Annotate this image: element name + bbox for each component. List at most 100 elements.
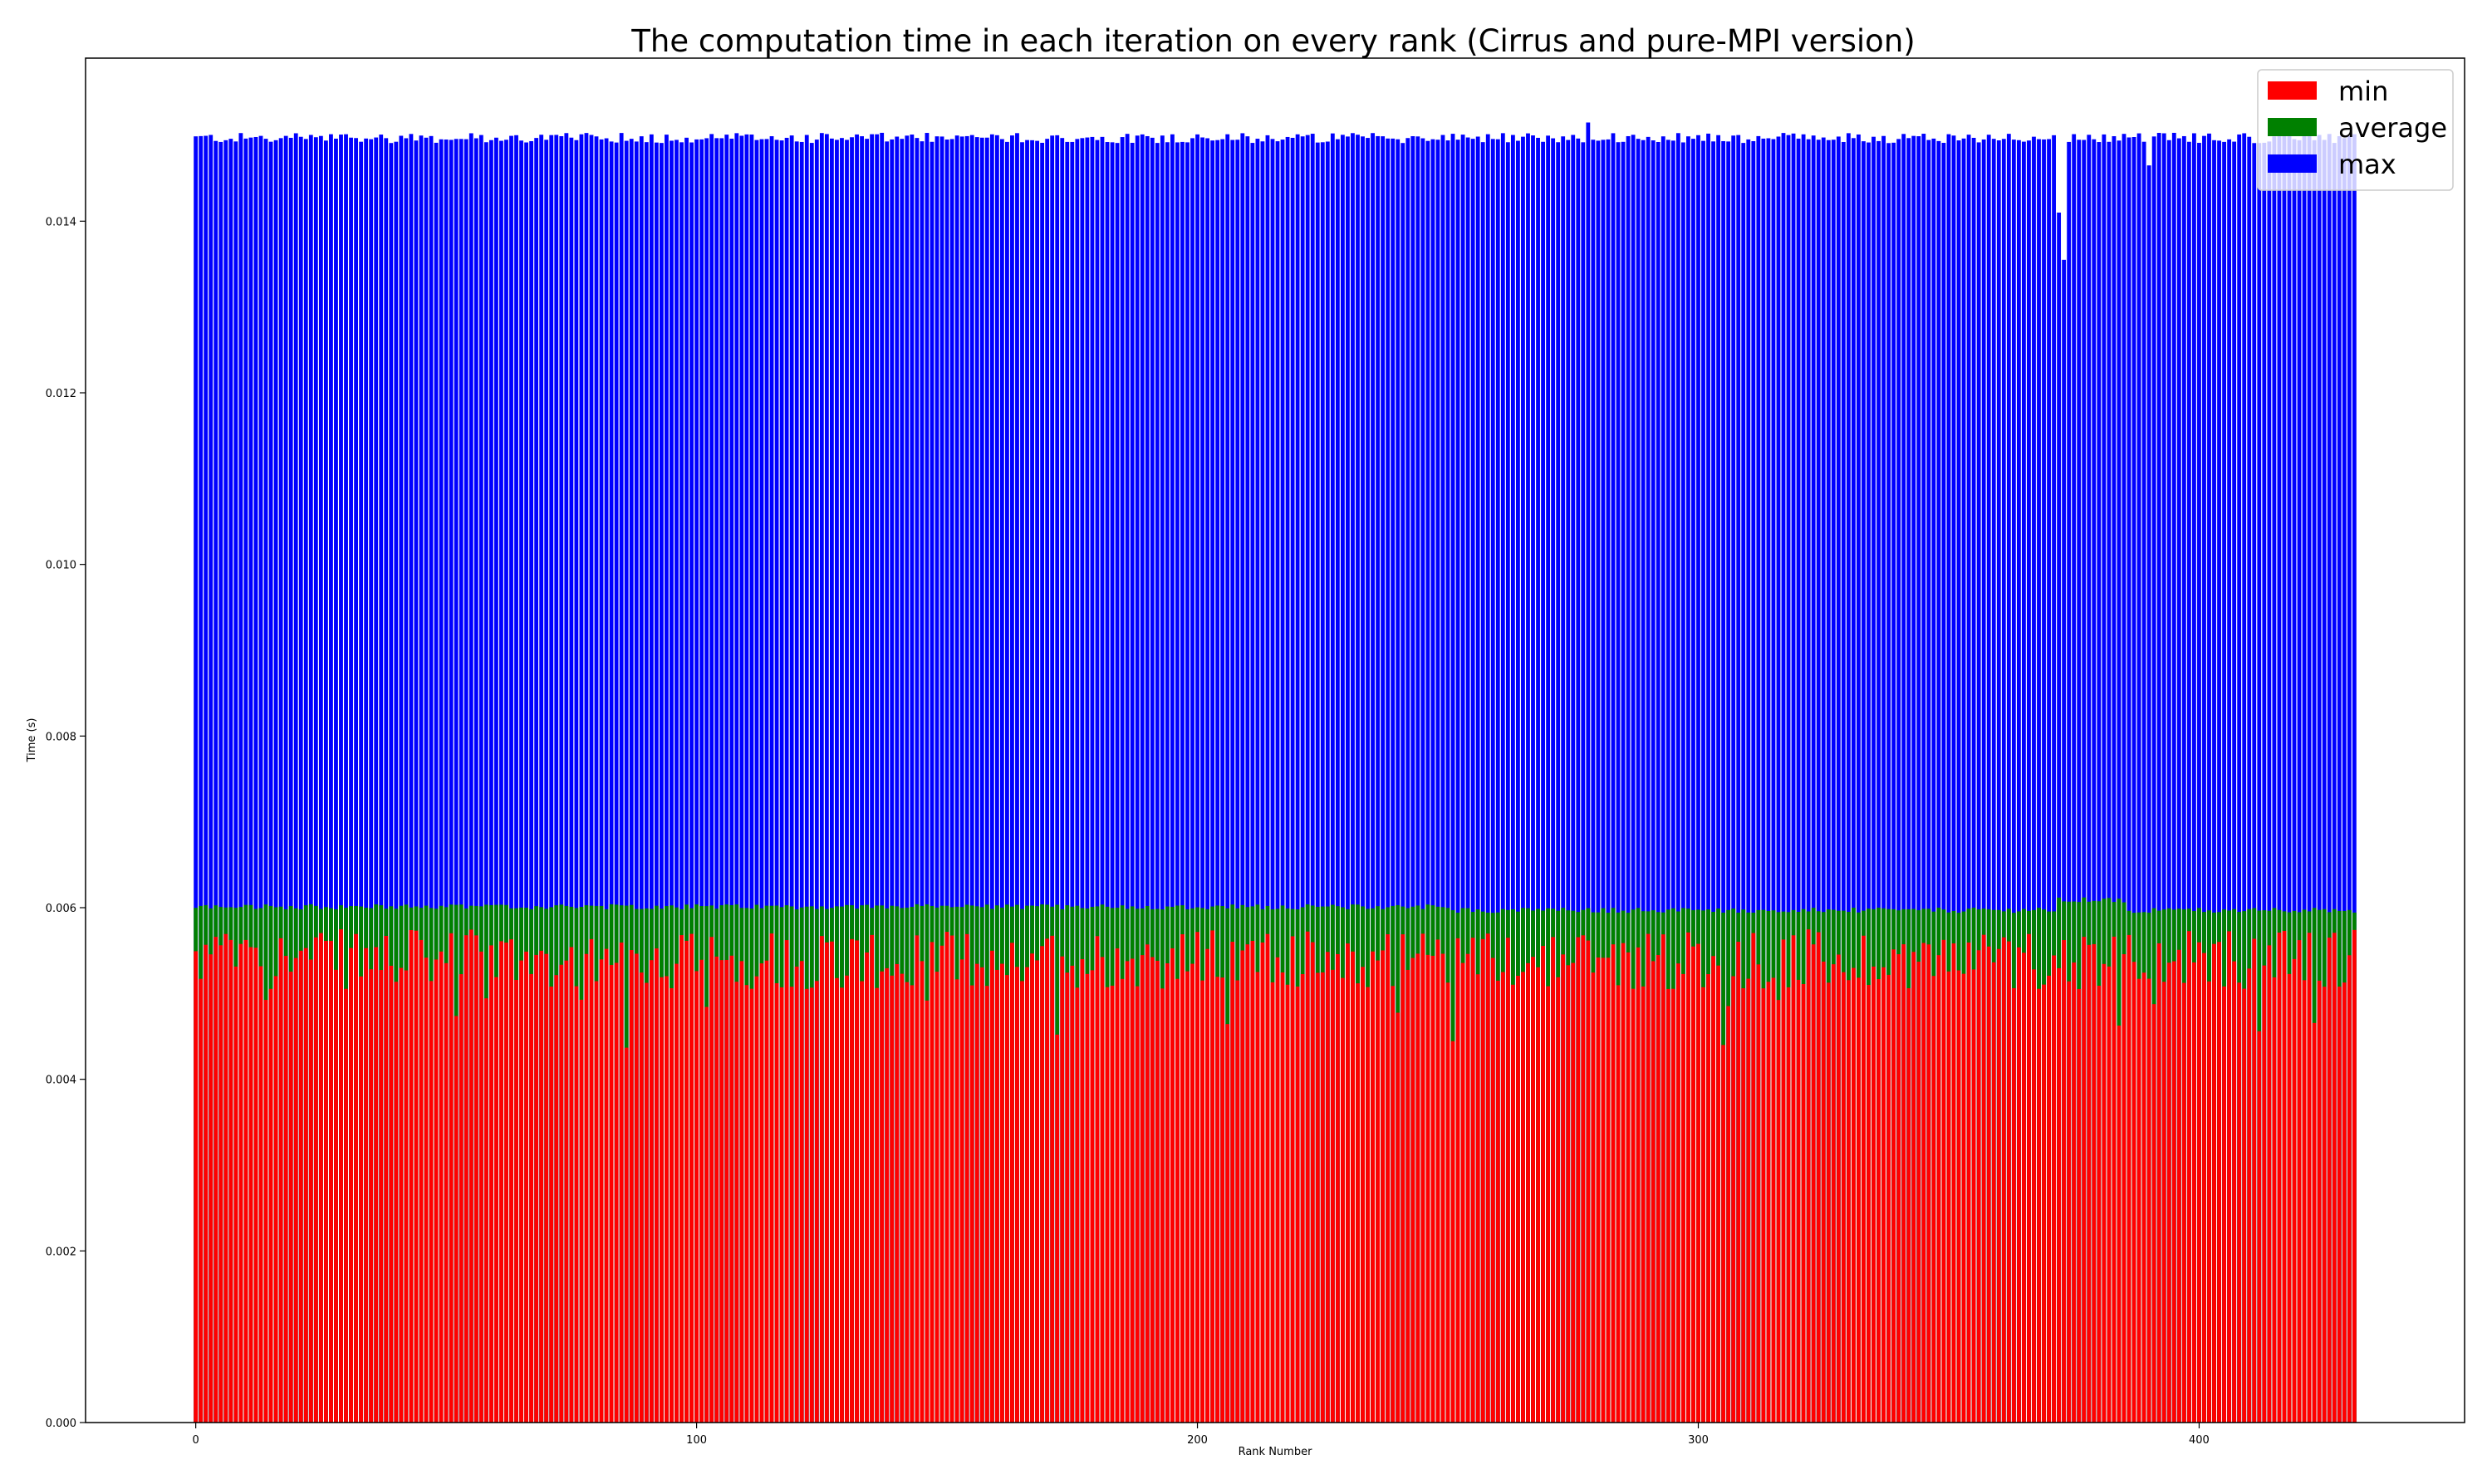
bar-min (1055, 1034, 1060, 1423)
bar-min (293, 957, 298, 1423)
bar-max (799, 141, 804, 1423)
bar-max (1505, 142, 1510, 1423)
bar-max (1601, 140, 1606, 1423)
bar-max (2257, 143, 2262, 1423)
bar-max (1376, 135, 1381, 1423)
bar-max (1351, 133, 1355, 1423)
bar-max (905, 135, 910, 1423)
bar-min (2006, 941, 2011, 1423)
bar-min (1646, 933, 1651, 1423)
bar-max (1125, 134, 1130, 1423)
legend-swatch-average (2268, 118, 2317, 136)
bar-max (1675, 133, 1680, 1423)
bar-max (1686, 136, 1690, 1423)
bar-max (1776, 136, 1781, 1423)
bar-min (954, 979, 959, 1423)
bar-min (288, 972, 293, 1423)
bar-max (629, 139, 634, 1423)
bar-min (1215, 977, 1220, 1423)
bar-min (1826, 982, 1831, 1423)
x-axis-label: Rank Number (1239, 1446, 1312, 1458)
bar-max (954, 135, 959, 1423)
bar-max (1680, 142, 1685, 1423)
bar-max (1966, 135, 1971, 1423)
legend-label-min: min (2338, 76, 2388, 107)
bar-min (1821, 961, 1826, 1423)
bar-min (2107, 966, 2112, 1423)
bar-min (1330, 969, 1335, 1423)
bar-min (984, 986, 989, 1423)
y-axis: 0.000 0.002 0.004 0.006 0.008 0.010 0.012 0.014 (46, 216, 86, 1430)
bar-min (1611, 944, 1616, 1423)
bar-max (999, 139, 1004, 1423)
bar-min (409, 930, 414, 1423)
bar-max (1170, 134, 1175, 1423)
bar-max (880, 132, 885, 1423)
bar-min (2042, 984, 2046, 1423)
bar-max (1836, 136, 1841, 1423)
bar-max (589, 135, 594, 1423)
bar-max (1731, 135, 1736, 1423)
bar-min (1641, 986, 1646, 1423)
bar-min (218, 945, 223, 1423)
bar-min (845, 975, 849, 1423)
bar-max (604, 138, 609, 1423)
bar-max (1862, 141, 1866, 1423)
bar-min (1465, 953, 1470, 1423)
bar-max (925, 133, 930, 1423)
bar-min (2237, 982, 2242, 1423)
bar-max (233, 141, 238, 1423)
bar-min (694, 971, 699, 1423)
bar-max (349, 137, 353, 1423)
bar-min (895, 963, 900, 1423)
bar-max (1526, 133, 1530, 1423)
bar-min (1521, 972, 1525, 1423)
bar-max (1060, 138, 1065, 1423)
bar-max (1075, 139, 1080, 1423)
bar-min (2232, 961, 2237, 1423)
bar-min (2067, 981, 2072, 1423)
bar-max (934, 136, 939, 1423)
bar-min (589, 938, 594, 1423)
bar-max (2352, 134, 2357, 1423)
bar-min (1831, 964, 1836, 1423)
bar-min (679, 935, 684, 1423)
bar-min (1095, 936, 1100, 1423)
bar-max (1801, 134, 1806, 1423)
bar-min (2302, 980, 2307, 1423)
bar-min (989, 950, 994, 1423)
bar-min (374, 947, 379, 1423)
bar-max (824, 134, 829, 1423)
bar-min (339, 929, 343, 1423)
bar-max (1140, 134, 1145, 1423)
bar-min (2297, 940, 2302, 1423)
bar-min (629, 950, 634, 1423)
bar-max (964, 135, 969, 1423)
x-tick-label: 0 (193, 1434, 199, 1447)
bar-max (1260, 141, 1265, 1423)
bar-max (855, 134, 859, 1423)
bar-max (2171, 132, 2176, 1423)
bar-max (739, 135, 744, 1423)
bar-max (850, 137, 854, 1423)
bar-min (1160, 988, 1165, 1423)
bar-min (278, 938, 283, 1423)
bar-max (1976, 142, 1981, 1423)
bar-min (900, 973, 905, 1423)
bar-max (364, 138, 369, 1423)
bar-min (1876, 979, 1881, 1423)
bar-max (584, 133, 589, 1423)
bar-min (1285, 984, 1290, 1423)
bar-min (559, 964, 564, 1423)
bar-max (744, 134, 749, 1423)
legend: min average max (2257, 69, 2454, 191)
bar-min (1005, 975, 1009, 1423)
bar-max (724, 135, 729, 1423)
bar-min (759, 963, 764, 1423)
bar-min (1351, 951, 1355, 1423)
bar-max (1991, 139, 1996, 1423)
bar-min (1862, 935, 1866, 1423)
bar-max (2042, 139, 2046, 1423)
bar-min (1976, 950, 1981, 1423)
bar-min (814, 981, 819, 1423)
